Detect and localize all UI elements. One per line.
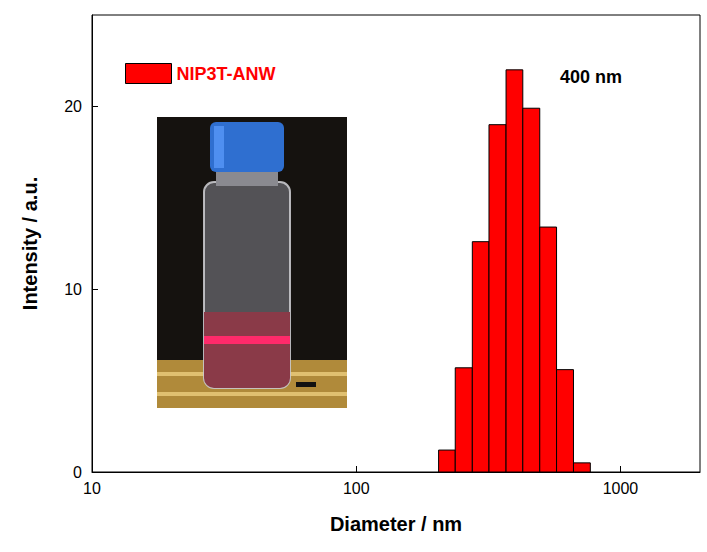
svg-text:20: 20 bbox=[64, 98, 82, 115]
svg-text:10: 10 bbox=[64, 281, 82, 298]
svg-text:Intensity / a.u.: Intensity / a.u. bbox=[19, 177, 41, 310]
svg-text:10: 10 bbox=[83, 480, 101, 497]
svg-text:1000: 1000 bbox=[603, 480, 639, 497]
svg-text:0: 0 bbox=[73, 464, 82, 481]
svg-text:100: 100 bbox=[343, 480, 370, 497]
svg-text:400 nm: 400 nm bbox=[560, 67, 622, 87]
svg-text:Diameter / nm: Diameter / nm bbox=[330, 513, 462, 535]
svg-text:NIP3T-ANW: NIP3T-ANW bbox=[177, 64, 276, 84]
